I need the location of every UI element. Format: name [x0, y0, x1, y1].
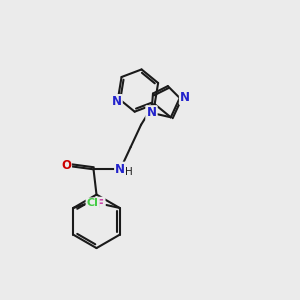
- Text: H: H: [125, 167, 133, 177]
- Text: N: N: [180, 91, 190, 104]
- Text: N: N: [146, 106, 157, 119]
- Text: N: N: [112, 95, 122, 108]
- Text: N: N: [115, 163, 125, 176]
- Text: F: F: [96, 198, 104, 211]
- Text: Cl: Cl: [87, 199, 99, 208]
- Text: O: O: [61, 159, 71, 172]
